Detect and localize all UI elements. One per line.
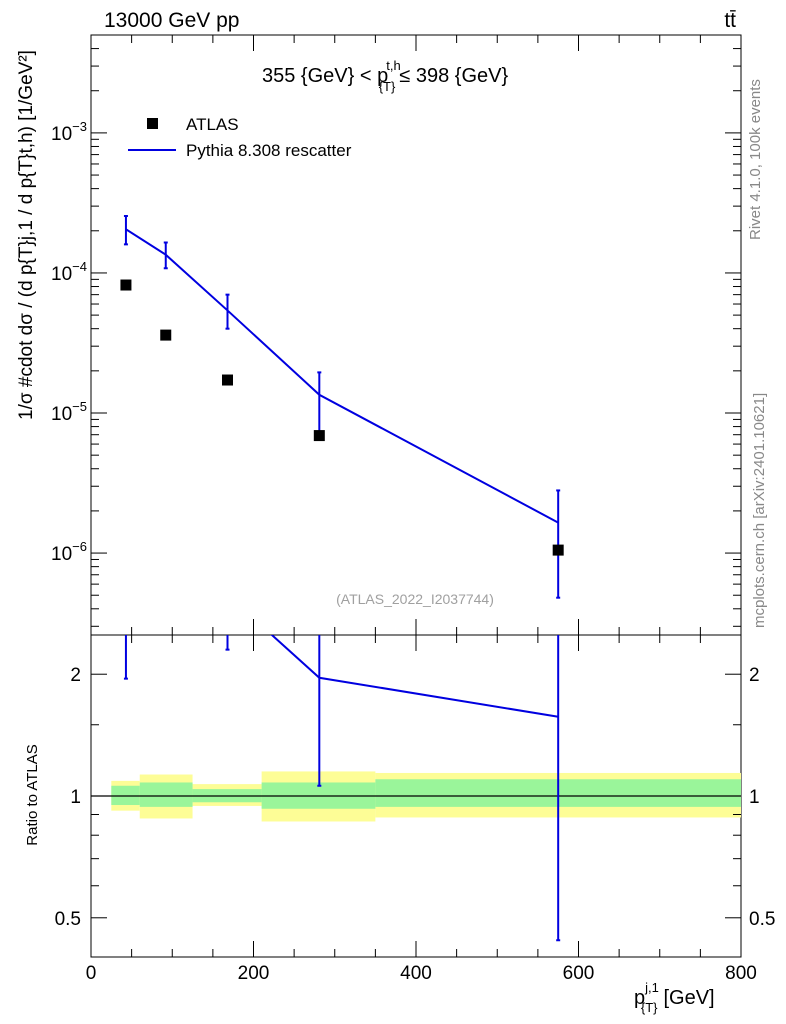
upper-y-tick-label: 10−5 bbox=[51, 399, 87, 425]
lower-y-tick-label-right: 0.5 bbox=[749, 909, 775, 930]
panel-title: 355 {GeV} < pt,h {T} ≤ 398 {GeV} bbox=[262, 58, 508, 94]
lower-y-tick-label-left: 1 bbox=[70, 787, 81, 808]
upper-y-tick-label: 10−6 bbox=[51, 539, 87, 565]
legend-data-label: ATLAS bbox=[186, 115, 239, 134]
mcplots-label: mcplots.cern.ch [arXiv:2401.10621] bbox=[751, 393, 768, 628]
legend-mc-label: Pythia 8.308 rescatter bbox=[186, 141, 352, 160]
lower-y-tick-label-left: 2 bbox=[70, 665, 81, 686]
x-tick-label: 800 bbox=[725, 963, 757, 984]
ratio-band-inner-1 bbox=[139, 782, 193, 807]
lower-y-tick-label-left: 0.5 bbox=[55, 909, 81, 930]
data-point bbox=[160, 329, 172, 341]
header-right: tt̄ bbox=[724, 9, 736, 32]
mc-line bbox=[125, 228, 559, 524]
ratio-uncertainty-bands bbox=[91, 771, 741, 822]
lower-y-tick-label-right: 1 bbox=[749, 787, 760, 808]
lower-series bbox=[123, 635, 561, 942]
data-point bbox=[552, 544, 564, 556]
upper-y-tick-label: 10−4 bbox=[51, 259, 87, 285]
rivet-label: Rivet 4.1.0, 100k events bbox=[747, 79, 764, 240]
x-tick-label: 400 bbox=[400, 963, 432, 984]
legend-data-marker bbox=[147, 118, 158, 129]
x-tick-label: 600 bbox=[563, 963, 595, 984]
lower-axis-ticks: 0.5 0.5 1 1 2 2 0 200 400 600 800 bbox=[55, 635, 775, 984]
analysis-watermark: (ATLAS_2022_I2037744) bbox=[336, 591, 494, 607]
x-axis-label: pj,1 {T} [GeV] bbox=[634, 980, 715, 1015]
data-point bbox=[120, 279, 132, 291]
upper-axis-ticks: 10−6 10−5 10−4 10−3 bbox=[51, 34, 742, 635]
x-tick-label: 200 bbox=[238, 963, 270, 984]
ratio-line bbox=[125, 635, 559, 718]
upper-y-tick-label: 10−3 bbox=[51, 119, 87, 145]
x-tick-label: 0 bbox=[86, 963, 97, 984]
data-point bbox=[222, 374, 233, 386]
lower-ylabel: Ratio to ATLAS bbox=[24, 744, 41, 845]
upper-ylabel: 1/σ #cdot dσ / (d p{T}j,1 / d p{T}t,h) [… bbox=[16, 50, 37, 420]
upper-series bbox=[120, 215, 564, 599]
data-point bbox=[313, 430, 325, 442]
header-left: 13000 GeV pp bbox=[104, 9, 239, 32]
lower-y-tick-label-right: 2 bbox=[749, 665, 760, 686]
lower-clipped bbox=[123, 635, 561, 942]
